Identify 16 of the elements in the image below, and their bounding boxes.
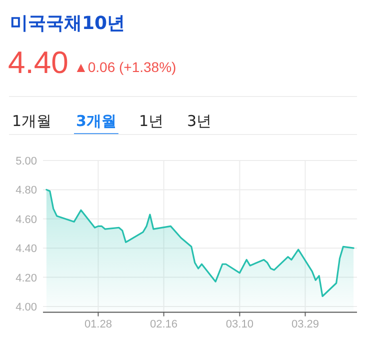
text: 1년 <box>139 112 164 130</box>
chart-title: 미국국채10년 <box>10 13 126 34</box>
x-tick-label: 03.10 <box>226 318 254 330</box>
x-tick-label: 01.28 <box>84 318 112 330</box>
y-tick-label: 4.20 <box>16 272 37 284</box>
y-tick-label: 4.60 <box>16 214 37 226</box>
text: ▲0.06 (+1.38%) <box>74 59 176 75</box>
x-tick-label: 02.16 <box>150 318 178 330</box>
y-tick-label: 5.00 <box>16 156 37 168</box>
y-tick-label: 4.80 <box>16 184 37 197</box>
x-tick-label: 03.29 <box>291 318 320 330</box>
text: 3년 <box>187 112 212 130</box>
y-tick-label: 4.00 <box>16 301 37 314</box>
y-tick-label: 4.40 <box>16 243 37 256</box>
text: 1개월 <box>12 112 52 130</box>
text: 3개월 <box>76 112 116 130</box>
